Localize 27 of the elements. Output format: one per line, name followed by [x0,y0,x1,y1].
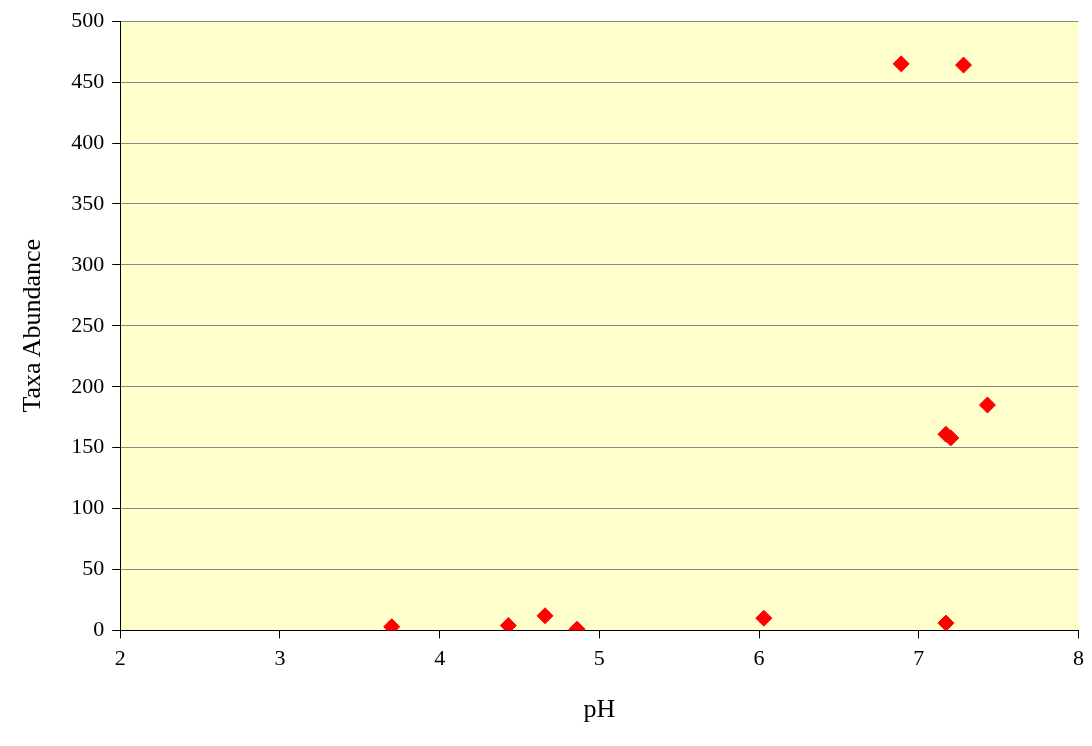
y-tick-label: 250 [71,311,105,337]
point [937,614,955,631]
y-axis-title: Taxa Abundance [17,239,47,413]
y-tick-label: 0 [93,616,105,642]
point [955,56,972,74]
y-tick-label: 200 [71,372,105,398]
y-tick-label: 300 [71,250,105,276]
x-tick-label: 6 [753,645,765,671]
x-tick-label: 4 [434,645,446,671]
y-tick-label: 400 [71,128,105,154]
y-tick-label: 100 [71,494,105,520]
x-tick-label: 7 [913,645,925,671]
point [755,609,773,627]
y-tick-label: 500 [71,6,105,32]
point [892,55,910,73]
point [499,617,517,631]
point [978,396,996,414]
x-tick-label: 3 [274,645,286,671]
y-tick-label: 350 [71,189,105,215]
x-tick-label: 2 [114,645,126,671]
x-axis-title: pH [583,694,616,724]
x-tick-label: 5 [593,645,605,671]
y-tick-label: 450 [71,67,105,93]
y-tick-label: 50 [82,555,105,581]
x-tick-label: 8 [1073,645,1084,671]
point [536,607,554,625]
y-tick-label: 150 [71,433,105,459]
